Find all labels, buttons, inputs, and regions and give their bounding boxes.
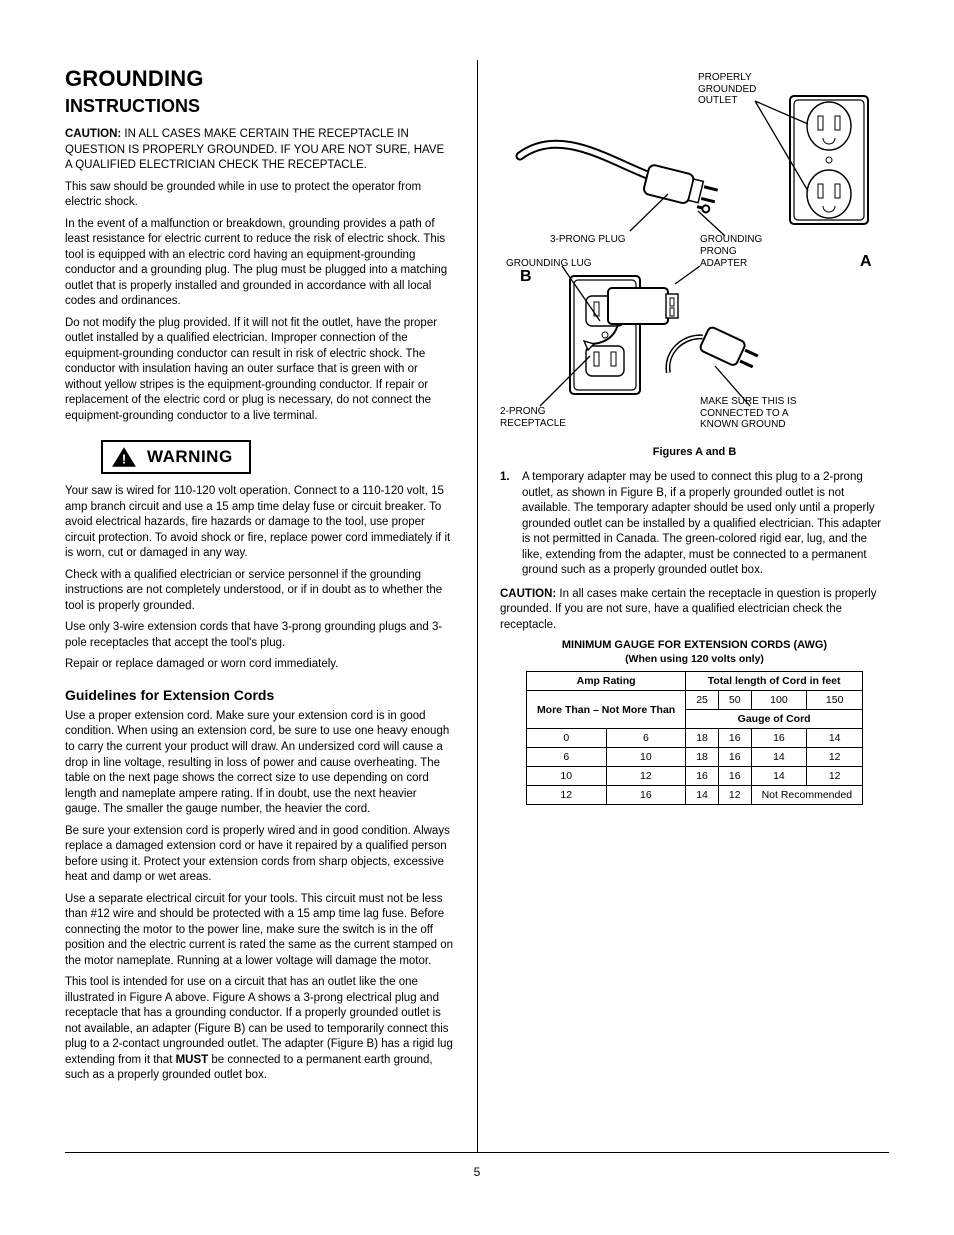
- caution-label: CAUTION:: [65, 128, 121, 140]
- intro-p3: Do not modify the plug provided. If it w…: [65, 316, 453, 425]
- warning-badge: ! WARNING: [101, 440, 251, 474]
- label-adapter: ADAPTER: [700, 258, 747, 270]
- page: GROUNDING INSTRUCTIONS CAUTION: IN ALL C…: [65, 60, 889, 1180]
- two-column-layout: GROUNDING INSTRUCTIONS CAUTION: IN ALL C…: [65, 60, 889, 1152]
- label-3prong-plug: 3-PRONG PLUG: [550, 234, 626, 246]
- len-0: 25: [686, 691, 719, 710]
- table-row: 10 12 16 16 14 12: [526, 767, 862, 786]
- left-column: GROUNDING INSTRUCTIONS CAUTION: IN ALL C…: [65, 60, 477, 1152]
- label-grounding-prong: GROUNDINGPRONG: [700, 234, 762, 257]
- svg-text:!: !: [122, 452, 126, 467]
- warning-triangle-icon: !: [111, 446, 137, 468]
- len-2: 100: [751, 691, 807, 710]
- table-row: More Than – Not More Than 25 50 100 150: [526, 691, 862, 710]
- label-grounded-outlet: PROPERLYGROUNDEDOUTLET: [698, 72, 756, 107]
- page-title: GROUNDING: [65, 66, 453, 92]
- adapter-note-list: A temporary adapter may be used to conne…: [500, 470, 889, 579]
- ext-table-title: MINIMUM GAUGE FOR EXTENSION CORDS (AWG): [500, 639, 889, 651]
- len-1: 50: [718, 691, 751, 710]
- page-subtitle: INSTRUCTIONS: [65, 96, 453, 117]
- g-p4a: This tool is intended for use on a circu…: [65, 976, 453, 1066]
- extension-cord-table: Amp Rating Total length of Cord in feet …: [526, 671, 863, 805]
- label-grounding-lug: GROUNDING LUG: [506, 258, 592, 270]
- table-row: 0 6 18 16 16 14: [526, 729, 862, 748]
- table-row: 6 10 18 16 14 12: [526, 748, 862, 767]
- g-p4-bold: MUST: [176, 1054, 209, 1066]
- guidelines-p4: This tool is intended for use on a circu…: [65, 975, 453, 1084]
- warning-paragraph: Your saw is wired for 110-120 volt opera…: [65, 484, 453, 562]
- page-number: 5: [65, 1165, 889, 1179]
- right-column: A: [477, 60, 889, 1152]
- svg-text:B: B: [520, 268, 532, 285]
- list-item: A temporary adapter may be used to conne…: [500, 470, 889, 579]
- extension-cord-table-block: MINIMUM GAUGE FOR EXTENSION CORDS (AWG) …: [500, 639, 889, 805]
- p6: Repair or replace damaged or worn cord i…: [65, 657, 453, 673]
- col-span: Total length of Cord in feet: [686, 672, 863, 691]
- ext-table-sub: (When using 120 volts only): [500, 653, 889, 665]
- figure-caption: Figures A and B: [500, 446, 889, 458]
- guidelines-p3: Use a separate electrical circuit for yo…: [65, 892, 453, 970]
- guidelines-p1: Use a proper extension cord. Make sure y…: [65, 709, 453, 818]
- p5: Use only 3-wire extension cords that hav…: [65, 620, 453, 651]
- svg-text:A: A: [860, 253, 872, 270]
- table-row: Amp Rating Total length of Cord in feet: [526, 672, 862, 691]
- col-amp: Amp Rating: [526, 672, 685, 691]
- guidelines-heading: Guidelines for Extension Cords: [65, 687, 453, 703]
- caution-text: IN ALL CASES MAKE CERTAIN THE RECEPTACLE…: [65, 128, 444, 171]
- intro-p2: In the event of a malfunction or breakdo…: [65, 217, 453, 310]
- label-2prong-outlet: 2-PRONGRECEPTACLE: [500, 406, 590, 429]
- diagram-svg: A: [500, 66, 890, 436]
- footer-rule: [65, 1152, 889, 1153]
- caution2: CAUTION: In all cases make certain the r…: [500, 587, 889, 634]
- guidelines-p2: Be sure your extension cord is properly …: [65, 824, 453, 886]
- caution2-text: In all cases make certain the receptacle…: [500, 588, 876, 631]
- wiring-diagrams: A: [500, 66, 889, 436]
- p4: Check with a qualified electrician or se…: [65, 568, 453, 615]
- range-head: More Than – Not More Than: [526, 691, 685, 729]
- caution2-label: CAUTION:: [500, 588, 556, 600]
- label-ground-screw: MAKE SURE THIS ISCONNECTED TO AKNOWN GRO…: [700, 396, 860, 431]
- caution-block: CAUTION: IN ALL CASES MAKE CERTAIN THE R…: [65, 127, 453, 174]
- gauge-head: Gauge of Cord: [686, 710, 863, 729]
- len-3: 150: [807, 691, 863, 710]
- table-row: 12 16 14 12 Not Recommended: [526, 786, 862, 805]
- intro-p1: This saw should be grounded while in use…: [65, 180, 453, 211]
- warning-label: WARNING: [147, 447, 233, 467]
